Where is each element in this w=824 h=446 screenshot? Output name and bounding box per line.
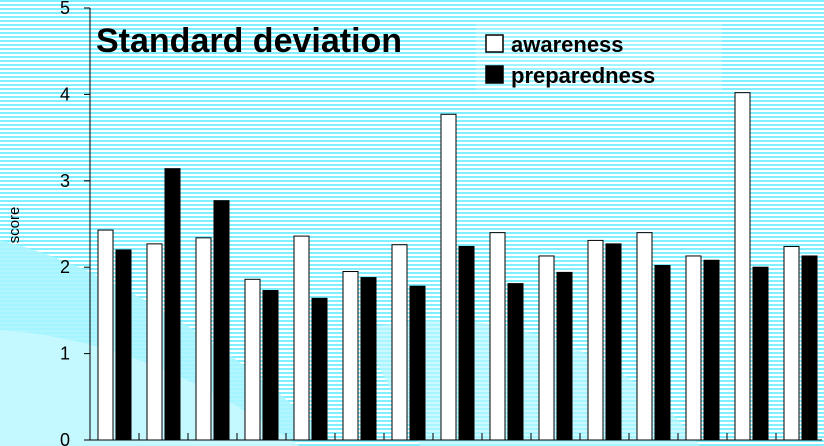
bar-awareness-0 [97,229,114,441]
y-tick-label-4: 4 [60,84,70,104]
bar-awareness-1 [146,243,163,441]
y-tick-label-2: 2 [60,257,70,277]
y-tick-label-1: 1 [60,344,70,364]
bar-preparedness-14 [801,255,818,441]
legend-label-awareness: awareness [511,32,624,57]
bar-preparedness-10 [605,243,622,441]
x-ticks [89,433,777,440]
bar-preparedness-13 [752,266,769,441]
y-axis-label: score [6,207,23,244]
bar-awareness-8 [489,232,506,441]
bar-preparedness-6 [409,285,426,441]
bar-awareness-3 [244,278,261,441]
y-tick-label-5: 5 [60,0,70,18]
legend-swatch-preparedness [485,65,504,84]
bar-preparedness-11 [654,264,671,441]
bar-awareness-7 [440,113,457,441]
y-tick-label-3: 3 [60,171,70,191]
bar-awareness-5 [342,271,359,441]
bar-preparedness-2 [213,200,230,441]
bar-awareness-6 [391,244,408,441]
bar-awareness-14 [783,245,800,441]
bar-preparedness-4 [311,297,328,441]
y-ticks: 0 1 2 3 4 5 [60,0,90,446]
bar-preparedness-9 [556,271,573,441]
legend-label-preparedness: preparedness [511,63,655,88]
bar-awareness-10 [587,239,604,441]
legend-swatch-awareness [485,34,504,53]
y-tick-label-0: 0 [60,430,70,446]
chart-title: Standard deviation [96,22,402,60]
bar-preparedness-12 [703,259,720,441]
bar-preparedness-8 [507,283,524,441]
bar-awareness-2 [195,237,212,441]
bar-awareness-13 [734,92,751,441]
legend: awareness preparedness [476,24,722,90]
bar-preparedness-7 [458,245,475,441]
bar-preparedness-3 [262,290,279,441]
bar-preparedness-5 [360,277,377,441]
bar-awareness-11 [636,232,653,441]
bar-preparedness-1 [164,168,181,441]
bar-awareness-12 [685,255,702,441]
bars [97,92,818,441]
bar-awareness-4 [293,235,310,441]
bar-awareness-9 [538,255,555,441]
legend-box [476,24,722,90]
bar-preparedness-0 [115,249,132,441]
